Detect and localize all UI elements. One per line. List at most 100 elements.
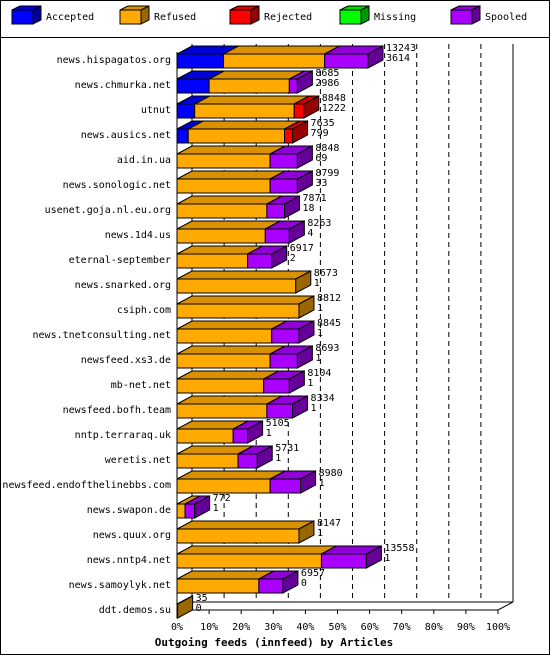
value-offered: 8848	[322, 93, 346, 104]
row-label-newsfeed-bofh-team: newsfeed.bofh.team	[63, 405, 171, 416]
bar-end-face	[284, 195, 301, 219]
bar-top-refused	[176, 570, 275, 580]
x-axis: 0% 10% 20% 30% 40% 50% 60% 70% 80% 90% 100%	[171, 610, 510, 633]
bar-segment-spooled	[320, 553, 367, 569]
value-offered: 5731	[275, 443, 299, 454]
bar-end-face	[296, 70, 313, 94]
value-secondary: 1	[384, 553, 390, 564]
legend-swatch-accepted	[11, 9, 34, 25]
bar-segment-refused	[176, 553, 322, 569]
value-secondary: 1222	[322, 103, 346, 114]
x-tick-label: 100%	[486, 622, 510, 633]
bar-end-face	[296, 345, 313, 369]
x-tick-label: 60%	[361, 622, 379, 633]
value-offered: 6917	[290, 243, 314, 254]
bar-top-refused	[208, 70, 305, 80]
value-secondary: 1	[213, 503, 219, 514]
bar-end-face	[194, 495, 211, 519]
bar-end-face	[288, 370, 305, 394]
value-secondary: 1	[317, 303, 323, 314]
bar-segment-refused	[176, 478, 271, 494]
row-label-news-hispagatos-org: news.hispagatos.org	[57, 55, 171, 66]
bar-segment-spooled	[288, 78, 298, 94]
bar-top-refused	[176, 295, 315, 305]
value-secondary: 1	[317, 528, 323, 539]
value-offered: 7635	[311, 118, 335, 129]
bar-top-refused	[176, 270, 312, 280]
value-offered: 8693	[315, 343, 339, 354]
bar-segment-rejected	[284, 128, 294, 144]
bar-segment-accepted	[176, 53, 225, 69]
value-offered: 6957	[301, 568, 325, 579]
value-secondary: 1	[311, 403, 317, 414]
bar-segment-spooled	[184, 503, 196, 519]
bar-top-refused	[187, 120, 300, 130]
value-secondary: 1	[275, 453, 281, 464]
bar-top-refused	[176, 470, 286, 480]
bar-segment-spooled	[247, 253, 273, 269]
value-offered: 8334	[311, 393, 335, 404]
x-tick-label: 90%	[457, 622, 475, 633]
legend-swatch-refused	[119, 9, 142, 25]
legend-label-missing: Missing	[374, 12, 416, 23]
bar-segment-spooled	[269, 178, 298, 194]
bar-segment-refused	[176, 503, 186, 519]
x-tick-label: 50%	[328, 622, 346, 633]
bar-segment-refused	[176, 528, 300, 544]
value-offered: 13243	[386, 43, 416, 54]
legend-swatch-spooled	[450, 9, 473, 25]
bar-end-face	[365, 545, 382, 569]
row-label-news-sonologic-net: news.sonologic.net	[63, 180, 171, 191]
plot-floor	[176, 601, 514, 611]
bar-segment-refused	[176, 328, 273, 344]
bar-top-refused	[194, 95, 310, 105]
bar-segment-spooled	[324, 53, 369, 69]
value-secondary: 1	[266, 428, 272, 439]
bar-segment-refused	[176, 353, 271, 369]
bar-segment-accepted	[176, 78, 210, 94]
value-offered: 8147	[317, 518, 341, 529]
value-offered: 8685	[315, 68, 339, 79]
bar-segment-spooled	[266, 403, 294, 419]
bar-segment-refused	[176, 453, 239, 469]
value-offered: 5105	[266, 418, 290, 429]
value-offered: 35	[196, 593, 208, 604]
bar-segment-spooled	[269, 478, 302, 494]
bar-end-face	[303, 95, 320, 119]
bar-top-refused	[176, 320, 287, 330]
value-offered: 8812	[317, 293, 341, 304]
bar-segment-refused	[176, 403, 268, 419]
row-label-news-ausics-net: news.ausics.net	[81, 130, 171, 141]
row-label-news-nntp4-net: news.nntp4.net	[87, 555, 171, 566]
value-offered: 8673	[314, 268, 338, 279]
value-offered: 8263	[307, 218, 331, 229]
legend-swatch-missing	[339, 9, 362, 25]
bar-segment-rejected	[293, 103, 305, 119]
row-label-newsfeed-xs3-de: newsfeed.xs3.de	[81, 355, 171, 366]
x-tick-label: 20%	[232, 622, 250, 633]
bar-top-refused	[176, 220, 281, 230]
row-labels: news.hispagatos.org news.chmurka.net utnut…	[2, 55, 171, 616]
bar-end-face	[298, 320, 315, 344]
bar-end-face	[256, 445, 273, 469]
bar-segment-refused	[194, 103, 295, 119]
bar-end-face	[296, 170, 313, 194]
row-label-utnut: utnut	[141, 105, 171, 116]
x-tick-label: 80%	[425, 622, 443, 633]
bar-segment-spooled	[232, 428, 249, 444]
value-offered: 13558	[384, 543, 414, 554]
bar-end-face	[367, 45, 384, 69]
row-label-nntp-terraraq-uk: nntp.terraraq.uk	[75, 430, 171, 441]
value-secondary: 1	[317, 328, 323, 339]
bar-end-face	[298, 295, 315, 319]
x-tick-label: 30%	[264, 622, 282, 633]
bar-segment-refused	[187, 128, 286, 144]
bar-top-refused	[176, 520, 315, 530]
bar-segment-spooled	[271, 328, 300, 344]
value-secondary: 2986	[315, 78, 339, 89]
legend-swatch-rejected	[229, 9, 252, 25]
value-offered: 7871	[303, 193, 327, 204]
bar-end-face	[300, 470, 317, 494]
value-labels: 1324336148685298688481222763579988486987…	[196, 43, 416, 614]
bar-segment-refused	[176, 178, 271, 194]
